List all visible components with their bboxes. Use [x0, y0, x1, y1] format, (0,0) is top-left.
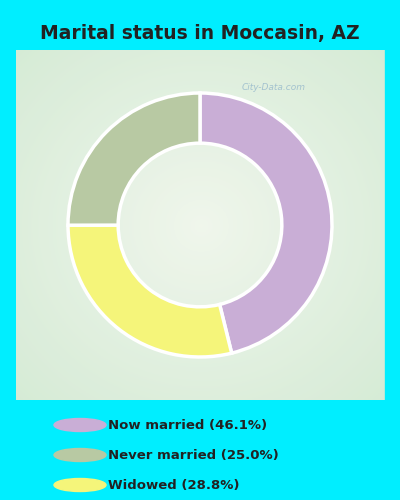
Text: Never married (25.0%): Never married (25.0%) — [108, 448, 279, 462]
Wedge shape — [200, 93, 332, 353]
Text: Widowed (28.8%): Widowed (28.8%) — [108, 478, 240, 492]
Text: City-Data.com: City-Data.com — [242, 83, 306, 92]
Circle shape — [54, 478, 106, 492]
Circle shape — [54, 448, 106, 462]
Circle shape — [54, 418, 106, 432]
Wedge shape — [68, 93, 200, 225]
Text: Now married (46.1%): Now married (46.1%) — [108, 418, 267, 432]
Wedge shape — [68, 225, 232, 357]
FancyBboxPatch shape — [9, 43, 391, 407]
Text: Marital status in Moccasin, AZ: Marital status in Moccasin, AZ — [40, 24, 360, 42]
